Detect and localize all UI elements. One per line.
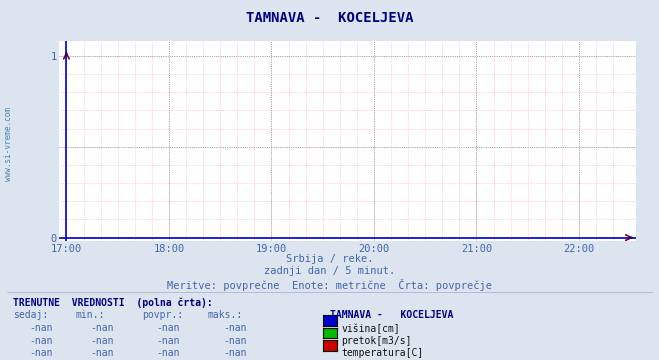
Text: -nan: -nan bbox=[29, 336, 53, 346]
Text: TAMNAVA -  KOCELJEVA: TAMNAVA - KOCELJEVA bbox=[246, 11, 413, 25]
Text: višina[cm]: višina[cm] bbox=[341, 323, 400, 334]
Text: min.:: min.: bbox=[76, 310, 105, 320]
Text: -nan: -nan bbox=[156, 336, 180, 346]
Text: -nan: -nan bbox=[156, 348, 180, 358]
Text: zadnji dan / 5 minut.: zadnji dan / 5 minut. bbox=[264, 266, 395, 276]
Text: -nan: -nan bbox=[223, 348, 247, 358]
Text: temperatura[C]: temperatura[C] bbox=[341, 348, 424, 358]
Text: -nan: -nan bbox=[29, 348, 53, 358]
Text: www.si-vreme.com: www.si-vreme.com bbox=[4, 107, 13, 181]
Text: Meritve: povprečne  Enote: metrične  Črta: povprečje: Meritve: povprečne Enote: metrične Črta:… bbox=[167, 279, 492, 291]
Text: -nan: -nan bbox=[223, 323, 247, 333]
Text: -nan: -nan bbox=[90, 323, 114, 333]
Text: sedaj:: sedaj: bbox=[13, 310, 48, 320]
Text: -nan: -nan bbox=[90, 336, 114, 346]
Text: maks.:: maks.: bbox=[208, 310, 243, 320]
Text: -nan: -nan bbox=[223, 336, 247, 346]
Text: TAMNAVA -   KOCELJEVA: TAMNAVA - KOCELJEVA bbox=[330, 310, 453, 320]
Text: -nan: -nan bbox=[90, 348, 114, 358]
Text: pretok[m3/s]: pretok[m3/s] bbox=[341, 336, 412, 346]
Text: povpr.:: povpr.: bbox=[142, 310, 183, 320]
Text: -nan: -nan bbox=[156, 323, 180, 333]
Text: Srbija / reke.: Srbija / reke. bbox=[286, 254, 373, 264]
Text: TRENUTNE  VREDNOSTI  (polna črta):: TRENUTNE VREDNOSTI (polna črta): bbox=[13, 297, 213, 307]
Text: -nan: -nan bbox=[29, 323, 53, 333]
